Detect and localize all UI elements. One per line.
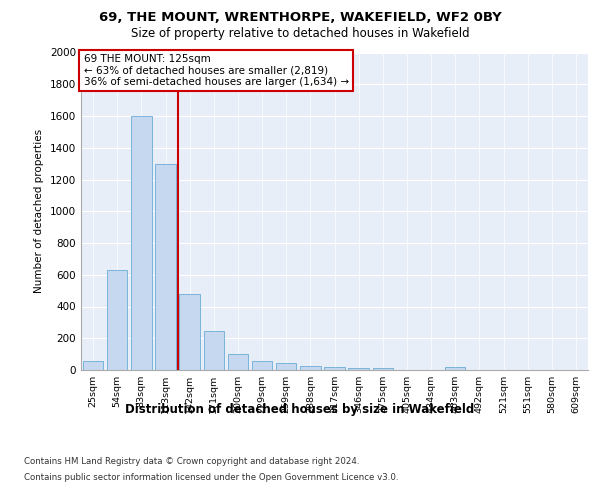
Text: Size of property relative to detached houses in Wakefield: Size of property relative to detached ho… bbox=[131, 28, 469, 40]
Text: 69, THE MOUNT, WRENTHORPE, WAKEFIELD, WF2 0BY: 69, THE MOUNT, WRENTHORPE, WAKEFIELD, WF… bbox=[98, 11, 502, 24]
Text: Contains HM Land Registry data © Crown copyright and database right 2024.: Contains HM Land Registry data © Crown c… bbox=[24, 458, 359, 466]
Bar bbox=[324, 367, 345, 370]
Bar bbox=[300, 366, 320, 370]
Text: Contains public sector information licensed under the Open Government Licence v3: Contains public sector information licen… bbox=[24, 472, 398, 482]
Bar bbox=[131, 116, 152, 370]
Bar bbox=[276, 363, 296, 370]
Text: Distribution of detached houses by size in Wakefield: Distribution of detached houses by size … bbox=[125, 402, 475, 415]
Bar bbox=[203, 331, 224, 370]
Text: 69 THE MOUNT: 125sqm
← 63% of detached houses are smaller (2,819)
36% of semi-de: 69 THE MOUNT: 125sqm ← 63% of detached h… bbox=[83, 54, 349, 88]
Bar bbox=[179, 294, 200, 370]
Bar bbox=[83, 362, 103, 370]
Bar bbox=[107, 270, 127, 370]
Bar bbox=[252, 362, 272, 370]
Bar bbox=[227, 354, 248, 370]
Bar bbox=[349, 368, 369, 370]
Bar bbox=[155, 164, 176, 370]
Bar bbox=[445, 367, 466, 370]
Y-axis label: Number of detached properties: Number of detached properties bbox=[34, 129, 44, 294]
Bar bbox=[373, 368, 393, 370]
